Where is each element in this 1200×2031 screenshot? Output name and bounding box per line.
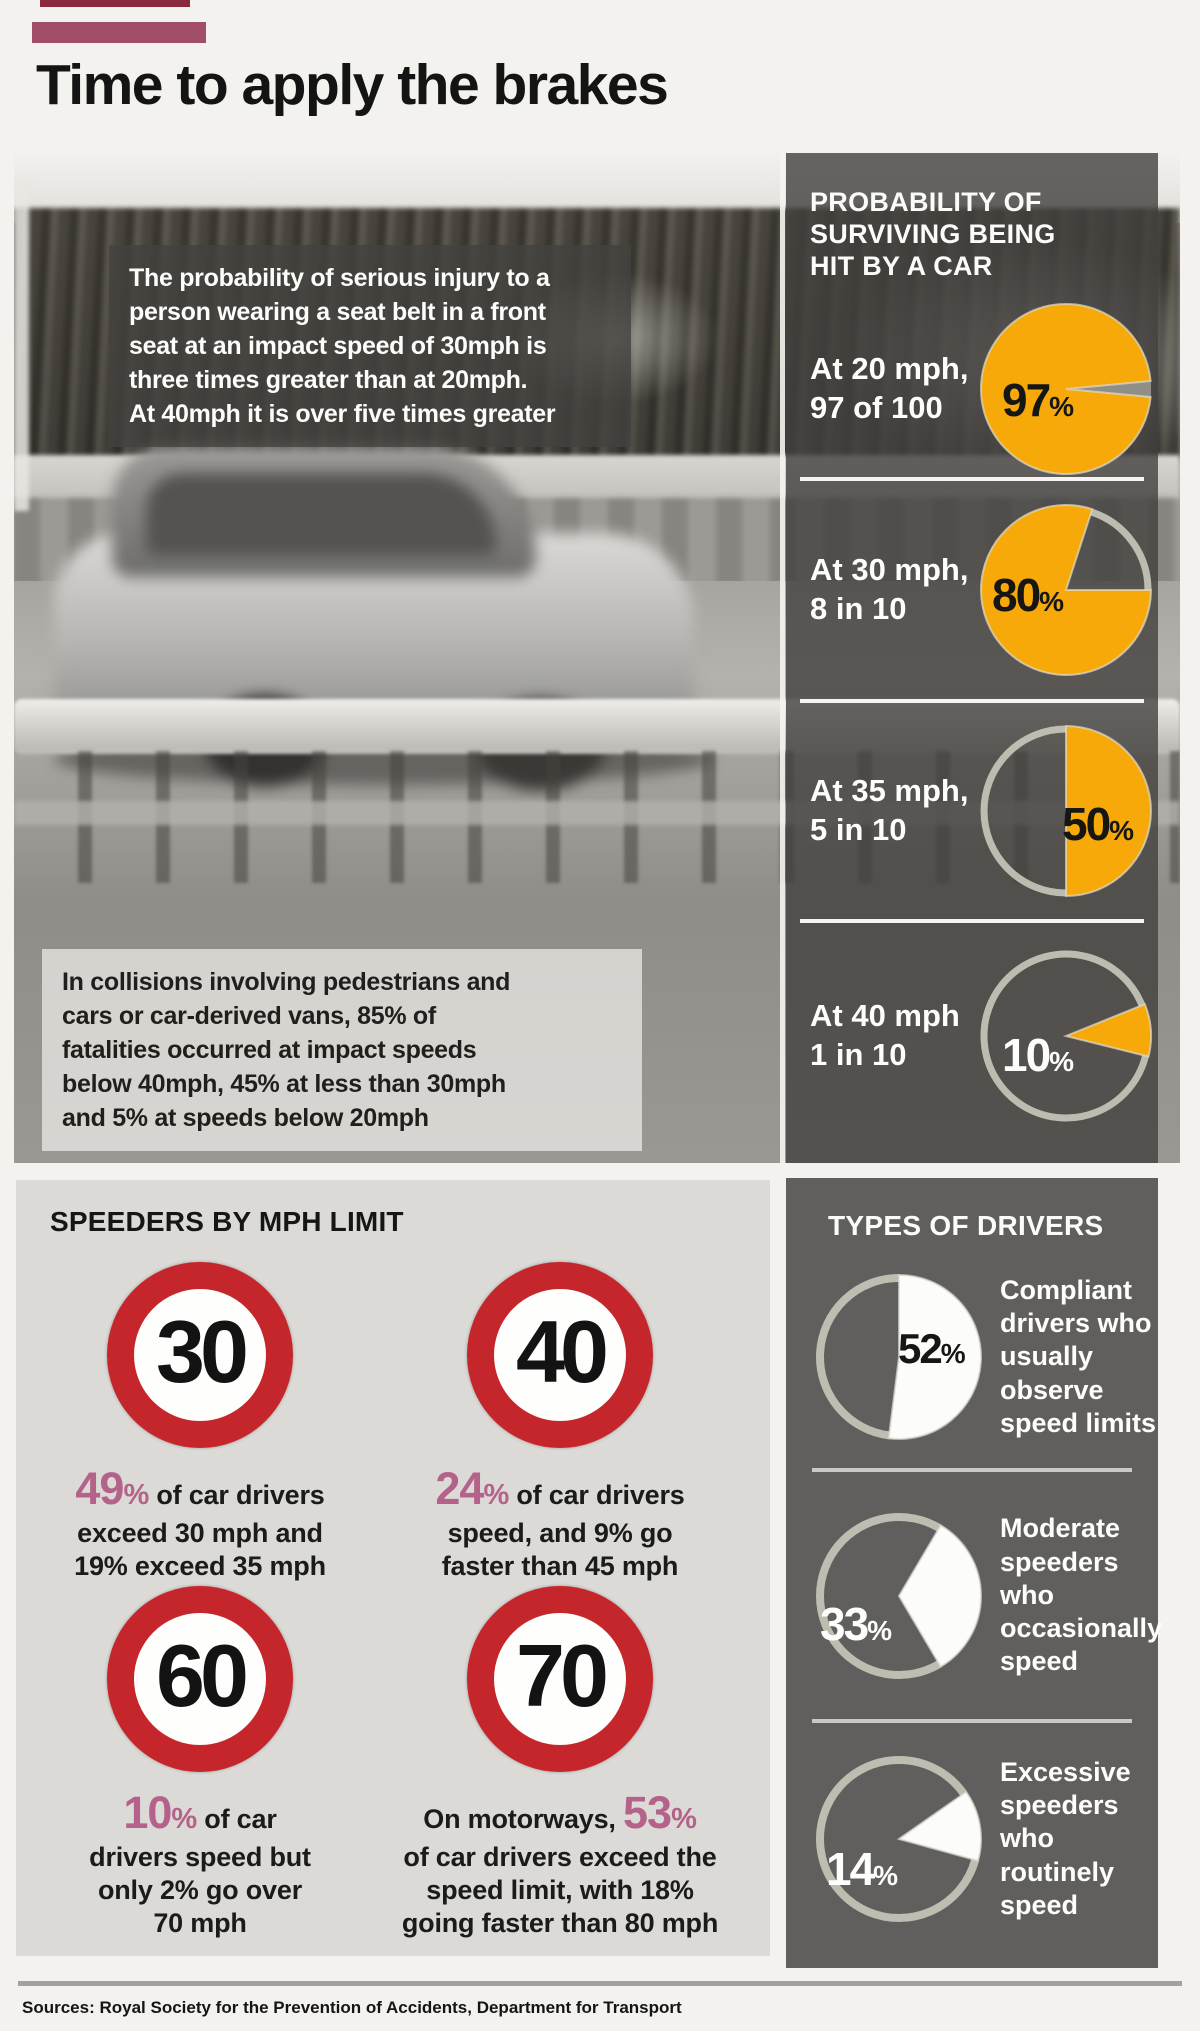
survival-row-label: At 30 mph, 8 in 10 bbox=[810, 552, 969, 626]
pie-chart-14 bbox=[816, 1756, 982, 1922]
speeders-stat-text: 49% of car drivers exceed 30 mph and 19%… bbox=[74, 1463, 326, 1581]
speed-limit-sign-30: 30 bbox=[107, 1262, 293, 1448]
top-red-bar bbox=[40, 0, 190, 7]
survival-panel-title: PROBABILITY OF SURVIVING BEING HIT BY A … bbox=[810, 187, 1056, 281]
speed-limit-sign-40: 40 bbox=[467, 1262, 653, 1448]
pie-value-label: 10% bbox=[1002, 1029, 1075, 1081]
pie-value-label: 50% bbox=[1062, 798, 1135, 850]
survival-row-40mph: At 40 mph 1 in 10 10% bbox=[786, 923, 1158, 1149]
pie-value-label: 97% bbox=[1002, 374, 1075, 426]
speeders-item-40: 40 24% of car drivers speed, and 9% go f… bbox=[400, 1262, 720, 1583]
drivers-panel: TYPES OF DRIVERS 52% Compliant drivers w… bbox=[786, 1178, 1162, 1968]
speeders-stat-text: On motorways, 53% of car drivers exceed … bbox=[401, 1787, 719, 1938]
speeders-item-60: 60 10% of car drivers speed but only 2% … bbox=[40, 1586, 360, 1940]
drivers-title: TYPES OF DRIVERS bbox=[828, 1210, 1104, 1241]
pie-survival-30mph: 80% bbox=[978, 502, 1154, 678]
pie-drivers-compliant: 52% bbox=[814, 1272, 984, 1442]
row-divider bbox=[800, 919, 1144, 923]
pie-survival-20mph: 97% bbox=[978, 301, 1154, 477]
survival-row-label: At 20 mph, 97 of 100 bbox=[810, 351, 969, 425]
collision-fact-box: In collisions involving pedestrians and … bbox=[42, 949, 642, 1151]
survival-row-20mph: At 20 mph, 97 of 100 97% bbox=[786, 301, 1158, 477]
driver-type-description: Moderate speeders who occasionally speed bbox=[1000, 1513, 1163, 1677]
pie-value-label: 52% bbox=[898, 1325, 966, 1372]
pie-chart-52 bbox=[816, 1273, 982, 1440]
car-windows bbox=[146, 473, 496, 555]
row-divider bbox=[800, 699, 1144, 703]
row-divider bbox=[800, 477, 1144, 481]
speeders-section: SPEEDERS BY MPH LIMIT 30 49% of car driv… bbox=[16, 1180, 770, 1956]
pie-chart-97 bbox=[980, 303, 1152, 475]
survival-row-30mph: At 30 mph, 8 in 10 80% bbox=[786, 481, 1158, 699]
speed-limit-sign-60: 60 bbox=[107, 1586, 293, 1772]
speeders-stat-text: 10% of car drivers speed but only 2% go … bbox=[89, 1787, 311, 1938]
pie-drivers-excessive: 14% bbox=[814, 1754, 984, 1924]
panel-divider-line bbox=[780, 153, 785, 1163]
driver-row-excessive: 14% Excessive speeders who routinely spe… bbox=[786, 1723, 1158, 1955]
speeders-item-70: 70 On motorways, 53% of car drivers exce… bbox=[382, 1586, 738, 1940]
survival-panel: PROBABILITY OF SURVIVING BEING HIT BY A … bbox=[786, 153, 1158, 1163]
mauve-kicker-bar bbox=[32, 22, 206, 43]
driver-row-compliant: 52% Compliant drivers who usually observ… bbox=[786, 1272, 1158, 1442]
speeders-stat-text: 24% of car drivers speed, and 9% go fast… bbox=[435, 1463, 685, 1581]
driver-type-description: Excessive speeders who routinely speed bbox=[1000, 1756, 1131, 1920]
speeders-title: SPEEDERS BY MPH LIMIT bbox=[50, 1206, 404, 1237]
page-title: Time to apply the brakes bbox=[36, 53, 669, 117]
injury-fact-box: The probability of serious injury to a p… bbox=[109, 245, 631, 447]
road-photo: The probability of serious injury to a p… bbox=[14, 153, 1180, 1163]
footer-rule bbox=[18, 1981, 1182, 1986]
pie-survival-35mph: 50% bbox=[978, 723, 1154, 899]
driver-type-description: Compliant drivers who usually observe sp… bbox=[1000, 1274, 1157, 1438]
survival-row-35mph: At 35 mph, 5 in 10 50% bbox=[786, 703, 1158, 919]
speed-limit-sign-70: 70 bbox=[467, 1586, 653, 1772]
photo-mast bbox=[14, 181, 29, 511]
pie-value-label: 14% bbox=[826, 1843, 899, 1895]
pie-value-label: 33% bbox=[820, 1597, 893, 1650]
pie-chart-10 bbox=[980, 950, 1152, 1122]
pie-drivers-moderate: 33% bbox=[814, 1511, 984, 1681]
survival-row-label: At 35 mph, 5 in 10 bbox=[810, 773, 969, 847]
pie-chart-33 bbox=[816, 1512, 982, 1679]
row-divider bbox=[812, 1719, 1132, 1723]
sources-line: Sources: Royal Society for the Preventio… bbox=[22, 1998, 682, 2017]
speeders-item-30: 30 49% of car drivers exceed 30 mph and … bbox=[40, 1262, 360, 1583]
survival-row-label: At 40 mph 1 in 10 bbox=[810, 998, 960, 1072]
pie-chart-80 bbox=[980, 504, 1153, 676]
row-divider bbox=[812, 1468, 1132, 1472]
pie-survival-40mph: 10% bbox=[978, 948, 1154, 1124]
pie-chart-50 bbox=[980, 724, 1152, 898]
driver-row-moderate: 33% Moderate speeders who occasionally s… bbox=[786, 1472, 1162, 1719]
pie-value-label: 80% bbox=[992, 569, 1065, 621]
